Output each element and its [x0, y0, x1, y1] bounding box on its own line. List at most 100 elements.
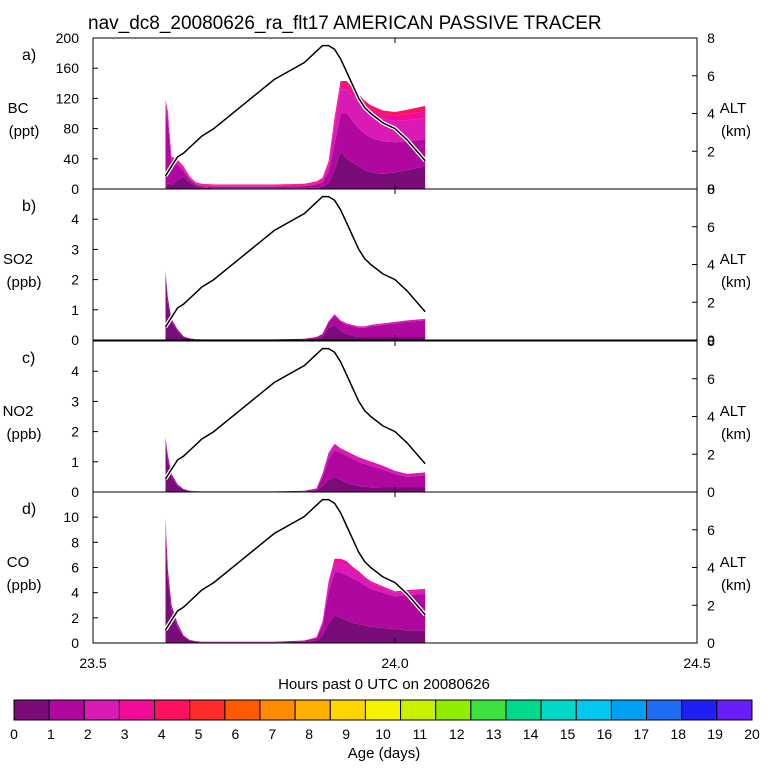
y2-tick-label: 6 — [707, 68, 715, 84]
y-tick-label: 0 — [71, 181, 79, 197]
panel-letter: b) — [22, 198, 36, 215]
altitude-line — [164, 498, 426, 631]
colorbar-tick-label: 4 — [158, 726, 166, 742]
area-series-3 — [165, 89, 426, 187]
y2-tick-label: 0 — [707, 332, 715, 348]
colorbar-tick-label: 5 — [195, 726, 203, 742]
colorbar-swatch — [681, 699, 718, 721]
y-tick-label: 6 — [71, 560, 79, 576]
panel-4: 0 2 4 6 8 10 0 2 4 6 d) CO (ppb) ALT (km) — [6, 491, 751, 651]
panel-letter: d) — [22, 501, 36, 518]
colorbar-tick-label: 1 — [47, 726, 55, 742]
x-tick-label: 24.5 — [683, 655, 710, 671]
colorbar-tick-label: 0 — [10, 726, 18, 742]
y-tick-label: 200 — [56, 30, 80, 46]
y2-tick-label: 2 — [707, 597, 715, 613]
y-tick-label: 0 — [71, 484, 79, 500]
colorbar-tick-label: 16 — [597, 726, 613, 742]
y-tick-label: 10 — [63, 509, 79, 525]
y2-axis-label: ALT — [720, 251, 746, 268]
altitude-line — [164, 44, 426, 177]
colorbar-swatch — [294, 699, 331, 721]
y2-tick-label: 0 — [707, 635, 715, 651]
y2-tick-label: 8 — [707, 30, 715, 46]
colorbar-swatch — [435, 699, 472, 721]
colorbar-tick-label: 6 — [232, 726, 240, 742]
y2-tick-label: 0 — [707, 484, 715, 500]
y2-axis-unit: (km) — [721, 426, 751, 443]
y-axis-label: NO2 — [3, 403, 34, 420]
colorbar-swatch — [505, 699, 542, 721]
area-series-2 — [165, 112, 426, 189]
y-axis-unit: (ppb) — [6, 274, 41, 291]
y-tick-label: 2 — [71, 610, 79, 626]
colorbar-tick-label: 15 — [560, 726, 576, 742]
y2-tick-label: 0 — [707, 181, 715, 197]
y2-tick-label: 8 — [707, 181, 715, 197]
altitude-line — [164, 347, 426, 480]
colorbar-swatch — [224, 699, 261, 721]
y-tick-label: 3 — [71, 241, 79, 257]
y-tick-label: 80 — [63, 121, 79, 137]
area-series-2 — [165, 270, 426, 340]
y-tick-label: 4 — [71, 211, 79, 227]
y2-axis-unit: (km) — [721, 123, 751, 140]
panels: 0408012016020002468a)BC(ppt)ALT(km)01234… — [3, 30, 751, 651]
colorbar-swatch — [716, 699, 753, 721]
y2-tick-label: 4 — [707, 106, 715, 122]
colorbar-tick-label: 11 — [413, 726, 428, 742]
panel-2: 0 1 2 3 4 0 2 4 6 8 b) SO2 (ppb) ALT (km) — [3, 181, 751, 348]
y2-tick-label: 6 — [707, 371, 715, 387]
colorbar-swatch — [329, 699, 366, 721]
colorbar-tick-label: 17 — [634, 726, 650, 742]
y2-axis-unit: (km) — [721, 274, 751, 291]
y-tick-label: 160 — [56, 60, 80, 76]
colorbar-tick-label: 19 — [707, 726, 723, 742]
y-axis-unit: (ppt) — [9, 123, 40, 140]
colorbar-swatch — [540, 699, 577, 721]
y-tick-label: 0 — [71, 332, 79, 348]
colorbar-swatch — [364, 699, 402, 721]
y-tick-label: 2 — [71, 272, 79, 288]
colorbar-swatch — [470, 699, 507, 721]
colorbar-label: Age (days) — [348, 745, 421, 762]
colorbar-tick-label: 20 — [744, 726, 760, 742]
chart-title: nav_dc8_20080626_ra_flt17 AMERICAN PASSI… — [88, 13, 602, 34]
panel-letter: a) — [22, 47, 36, 64]
area-series-1 — [165, 529, 426, 643]
altitude-line-halo — [163, 194, 427, 328]
y-tick-label: 8 — [71, 534, 79, 550]
y2-tick-label: 4 — [707, 560, 715, 576]
y2-tick-label: 6 — [707, 219, 715, 235]
y2-tick-label: 4 — [707, 257, 715, 273]
colorbar-tick-label: 13 — [486, 726, 502, 742]
altitude-line — [164, 195, 426, 328]
y-tick-label: 1 — [71, 302, 79, 318]
area-series-1 — [165, 151, 426, 189]
altitude-line-halo — [163, 346, 427, 480]
area-series-3 — [165, 437, 426, 492]
panel-1: 0 40 80 120 160 200 0 2 4 6 8 a) BC (ppt) ALT (km) — [8, 30, 751, 197]
colorbar-swatch — [83, 699, 120, 721]
y-axis-unit: (ppb) — [6, 577, 41, 594]
y2-axis-label: ALT — [720, 554, 746, 571]
colorbar-tick-label: 18 — [670, 726, 686, 742]
area-series-2 — [165, 519, 426, 643]
y-tick-label: 3 — [71, 393, 79, 409]
y2-tick-label: 2 — [707, 294, 715, 310]
colorbar-tick-label: 14 — [523, 726, 539, 742]
y-tick-label: 0 — [71, 635, 79, 651]
colorbar-tick-label: 10 — [375, 726, 391, 742]
area-series-2 — [165, 437, 426, 492]
panel-letter: c) — [22, 350, 35, 367]
x-tick-label: 24.0 — [381, 655, 408, 671]
colorbar-tick-label: 9 — [342, 726, 350, 742]
colorbar-swatch — [189, 699, 226, 721]
y2-tick-label: 8 — [707, 333, 715, 349]
y2-axis-label: ALT — [720, 403, 746, 420]
colorbar-swatch — [154, 699, 191, 721]
y2-tick-label: 2 — [707, 143, 715, 159]
y-axis-label: BC — [8, 100, 29, 117]
y-tick-label: 120 — [56, 90, 80, 106]
